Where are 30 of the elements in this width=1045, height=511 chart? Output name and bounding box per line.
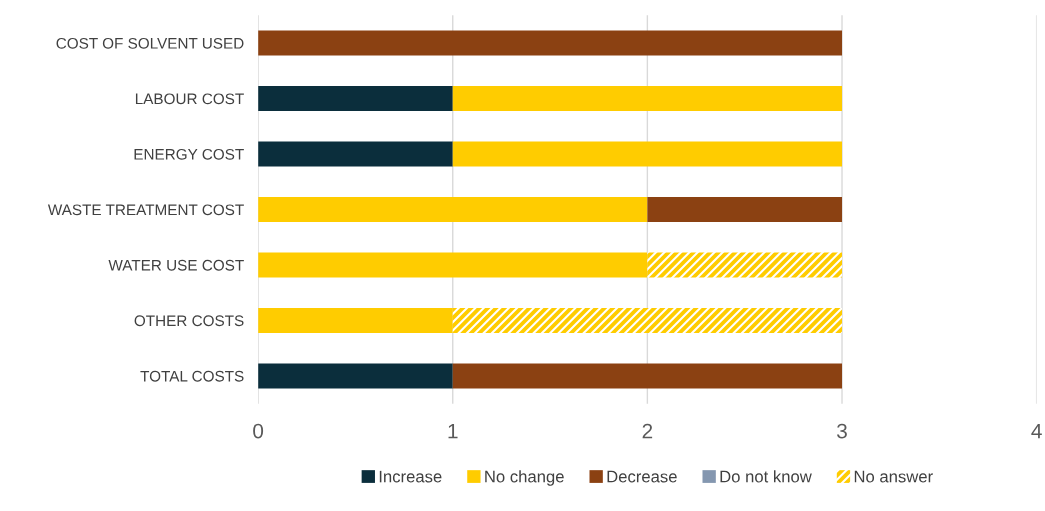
y-tick-label: LABOUR COST <box>135 93 244 105</box>
y-tick-label: OTHER COSTS <box>134 315 244 327</box>
bar <box>452 307 843 333</box>
bar <box>647 252 843 278</box>
x-tick-label: 1 <box>448 423 458 439</box>
legend-label: Do not know <box>720 470 812 483</box>
y-tick-label: TOTAL COSTS <box>140 370 244 382</box>
legend-label: Increase <box>379 470 442 483</box>
bar <box>258 141 453 167</box>
legend-label: Decrease <box>607 470 677 483</box>
bar <box>258 307 453 333</box>
y-tick-label: ENERGY COST <box>134 148 244 160</box>
bar <box>452 86 843 112</box>
bar <box>258 252 648 278</box>
bar <box>647 197 843 222</box>
bar <box>258 363 453 389</box>
x-tick-label: 4 <box>1031 423 1042 439</box>
bar <box>452 141 843 167</box>
bar <box>258 30 843 56</box>
bar <box>258 86 453 112</box>
x-tick-label: 3 <box>837 423 847 439</box>
bar <box>258 197 648 222</box>
x-tick-label: 2 <box>642 423 653 439</box>
y-tick-label: COST OF SOLVENT USED <box>56 37 244 49</box>
legend-label: No change <box>485 470 564 486</box>
legend-label: No answer <box>854 470 933 483</box>
y-tick-label: WASTE TREATMENT COST <box>47 204 244 216</box>
x-tick-label: 0 <box>253 423 264 439</box>
y-tick-label: WATER USE COST <box>108 259 244 271</box>
bar <box>452 363 843 389</box>
